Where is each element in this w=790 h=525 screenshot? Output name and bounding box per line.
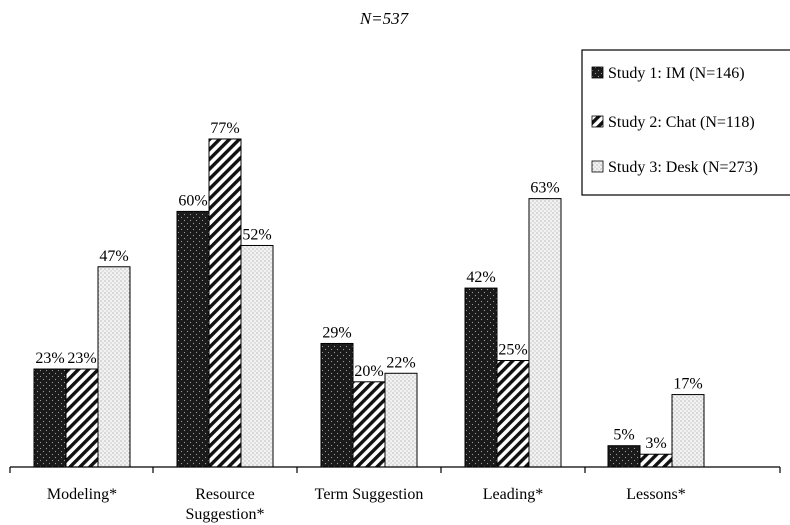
value-label-1-0: 60% — [178, 192, 207, 209]
category-label-2: Term Suggestion — [315, 486, 424, 503]
legend-label-2: Study 3: Desk (N=273) — [608, 159, 758, 176]
bar-4-1 — [639, 453, 673, 468]
value-label-3-1: 25% — [498, 342, 527, 359]
category-labels: Modeling* Resource Suggestion* Term Suggest… — [47, 486, 686, 523]
category-label-4: Lessons* — [626, 486, 686, 503]
value-label-4-2: 17% — [673, 376, 702, 393]
value-label-1-2: 52% — [242, 226, 271, 243]
legend-swatch-0 — [591, 66, 604, 79]
bar-1-0 — [176, 210, 210, 468]
legend-label-0: Study 1: IM (N=146) — [608, 65, 745, 82]
value-labels-group: 23% 23% 47% 60% 77% 52% 29% 20%22% 42% 25% 63% 5% 3%… — [35, 120, 702, 452]
category-label-3: Leading* — [483, 486, 543, 503]
bar-4-0 — [607, 445, 641, 468]
legend: Study 1: IM (N=146) Study 2: Chat (N=118… — [581, 49, 790, 196]
x-axis-ticks — [9, 467, 781, 473]
value-label-2-1: 20% — [354, 363, 383, 380]
bar-2-1 — [352, 381, 386, 468]
legend-swatch-1 — [591, 115, 604, 128]
legend-label-1: Study 2: Chat (N=118) — [608, 114, 755, 131]
category-label-0: Modeling* — [47, 486, 117, 503]
bar-3-1 — [496, 360, 530, 468]
bar-2-2 — [384, 372, 418, 468]
category-label-1-line-0: Resource — [195, 486, 255, 503]
bar-2-0 — [320, 342, 354, 468]
value-label-0-0: 23% — [35, 350, 64, 367]
bar-0-2 — [97, 266, 131, 468]
bar-0-1 — [65, 368, 99, 468]
value-label-4-0: 5% — [613, 427, 634, 444]
bar-3-2 — [528, 198, 562, 468]
value-label-0-2: 47% — [99, 248, 128, 265]
value-label-4-1: 3% — [645, 435, 666, 452]
value-label-1-1: 77% — [210, 120, 239, 137]
bar-1-2 — [240, 244, 274, 468]
bar-4-2 — [671, 394, 705, 468]
value-label-2-0: 29% — [322, 324, 351, 341]
category-label-1-line-1: Suggestion* — [185, 506, 264, 523]
value-label-3-0: 42% — [466, 269, 495, 286]
bar-1-1 — [208, 138, 242, 468]
bar-3-0 — [464, 287, 498, 468]
legend-swatch-2 — [591, 160, 604, 173]
value-label-3-2: 63% — [530, 180, 559, 197]
legend-box — [581, 49, 790, 196]
chart-title: N=537 — [359, 9, 410, 28]
value-label-0-1: 23% — [67, 350, 96, 367]
value-label-2-2: 22% — [386, 354, 415, 371]
bars-group — [33, 138, 705, 468]
bar-0-0 — [33, 368, 67, 468]
